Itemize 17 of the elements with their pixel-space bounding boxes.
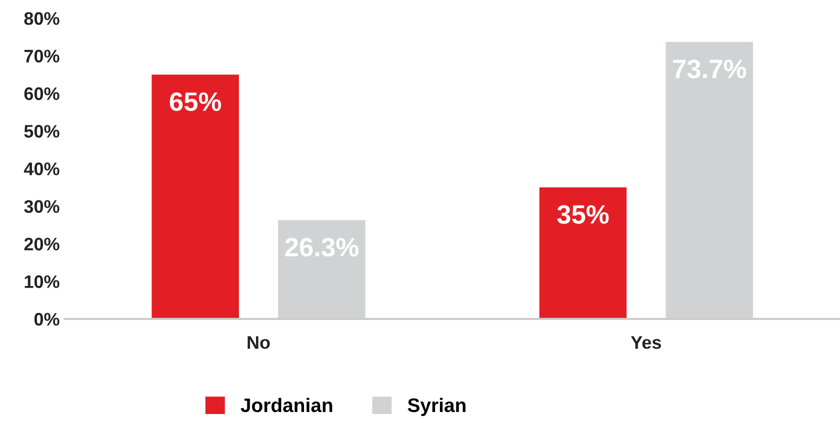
y-tick-label: 10% <box>24 275 60 288</box>
x-tick-label: Yes <box>630 336 661 349</box>
bar <box>539 187 627 319</box>
legend-label: Jordanian <box>240 398 332 412</box>
data-label: 65% <box>170 92 222 112</box>
y-tick-label: 20% <box>24 238 60 250</box>
y-tick-label: 70% <box>24 50 60 63</box>
y-tick-label: 40% <box>24 162 60 176</box>
x-tick-label: No <box>248 336 270 349</box>
legend-label: Syrian <box>408 398 466 416</box>
y-tick-label: 60% <box>24 87 60 100</box>
y-tick-label: 30% <box>24 200 60 213</box>
y-tick-label: 80% <box>24 12 60 25</box>
bar <box>152 74 239 319</box>
y-tick-label: 50% <box>24 124 60 138</box>
y-tick-label: 0% <box>34 312 60 326</box>
data-label: 35% <box>557 205 609 224</box>
